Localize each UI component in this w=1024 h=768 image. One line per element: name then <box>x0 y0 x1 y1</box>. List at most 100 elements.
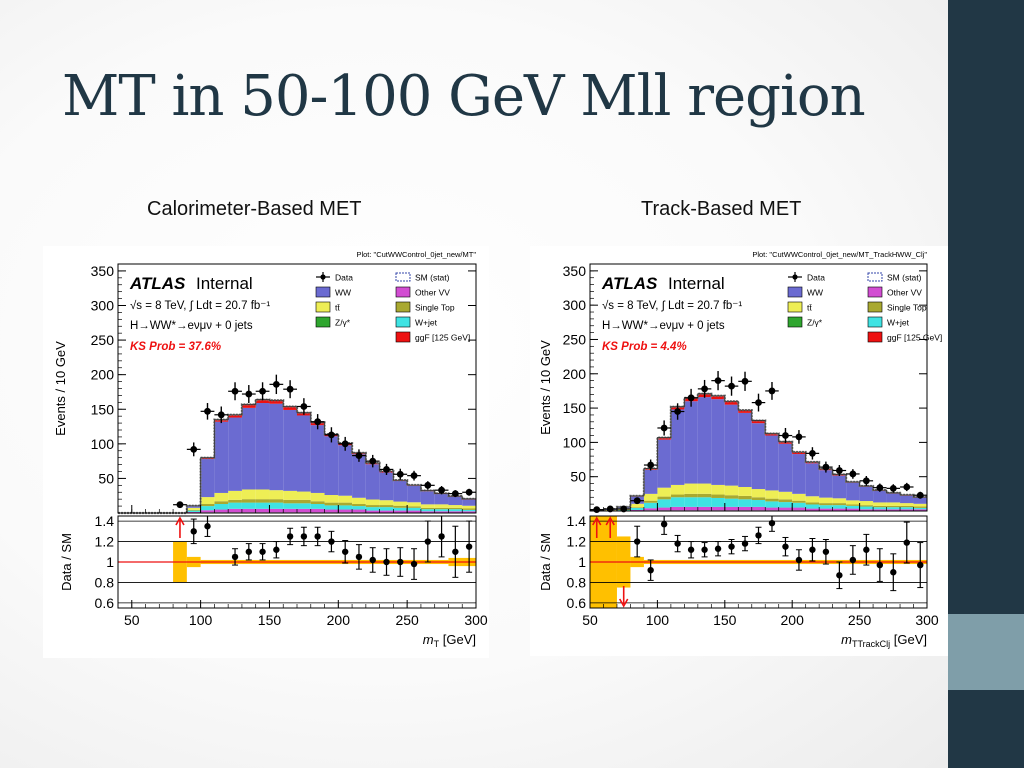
ratio-point <box>687 546 695 553</box>
ratio-point <box>383 558 390 566</box>
stack-bar <box>886 493 901 503</box>
stack-bar <box>214 501 229 505</box>
stack-bar <box>832 475 847 499</box>
ks-prob-label: KS Prob = 37.6% <box>130 341 221 353</box>
ratio-point <box>465 543 473 550</box>
stack-bar <box>873 505 887 508</box>
legend-label: ggF [125 GeV] <box>415 333 470 343</box>
stack-bar <box>846 508 860 511</box>
stack-bar <box>765 507 779 511</box>
x-axis-label: mT [GeV] <box>423 632 476 649</box>
stack-bar <box>283 503 297 509</box>
data-point <box>809 449 816 457</box>
ratio-point <box>741 540 749 547</box>
stack-bar <box>434 504 449 508</box>
atlas-label: ATLAS <box>601 274 658 293</box>
legend-swatch <box>395 272 411 282</box>
ratio-point <box>836 572 843 579</box>
stack-bar <box>886 507 901 510</box>
data-point <box>438 486 445 494</box>
stack-tt <box>590 483 927 512</box>
stack-bar <box>365 507 380 511</box>
stack-bar <box>379 505 394 508</box>
ratio-point <box>410 560 418 568</box>
stack-bar <box>310 501 325 505</box>
stack-bar <box>724 404 739 486</box>
legend-entry: Data <box>316 272 353 283</box>
data-point <box>862 477 870 485</box>
stack-bar <box>324 509 339 513</box>
x-tick-label: 150 <box>713 612 737 628</box>
stack-bar <box>448 505 463 508</box>
ratio-point <box>341 548 349 555</box>
legend-swatch <box>395 301 411 313</box>
stack-bar <box>873 507 887 510</box>
data-point <box>674 408 682 415</box>
stack-bar <box>697 497 712 507</box>
stack-bar <box>738 410 752 413</box>
stack-bar <box>324 495 339 503</box>
ratio-overflow-arrowhead <box>592 516 602 526</box>
stack-bar <box>697 493 712 498</box>
x-axis-label: mTTrackClj [GeV] <box>841 632 927 649</box>
stack-bar <box>228 414 242 418</box>
data-point <box>903 483 911 491</box>
stack-bar <box>913 503 927 507</box>
stack-bar <box>269 508 284 513</box>
stack-bar <box>379 472 394 501</box>
stack-bar <box>393 510 408 513</box>
stack-bar <box>657 499 671 508</box>
stack-bar <box>697 506 712 511</box>
stack-bar <box>448 496 463 506</box>
stack-bar <box>751 497 766 501</box>
ratio-point <box>190 528 197 535</box>
stack-bar <box>352 504 366 507</box>
stack-bar <box>338 495 353 503</box>
stack-bar <box>859 509 874 511</box>
ratio-y-tick-label: 0.8 <box>95 574 115 590</box>
legend-swatch <box>787 316 803 328</box>
ratio-point <box>660 520 668 528</box>
stack-bar <box>819 503 833 506</box>
stack-bar <box>352 509 366 513</box>
stack-bar <box>657 507 671 511</box>
stack-bar <box>738 506 752 511</box>
stack-bar <box>297 503 311 509</box>
stack-bar <box>778 491 793 500</box>
stack-bar <box>832 505 847 509</box>
legend-entry: tt̄ <box>315 301 340 313</box>
data-point <box>355 452 363 459</box>
stack-bar <box>434 511 449 513</box>
stack-bar <box>738 495 752 500</box>
y-tick-label: 100 <box>91 436 115 452</box>
legend-entry: SM (stat) <box>867 272 922 283</box>
legend-label: Other VV <box>887 288 922 298</box>
ratio-y-tick-label: 1.4 <box>567 513 587 529</box>
stack-bar <box>738 486 752 496</box>
stack-bar <box>711 399 725 485</box>
legend-data-marker <box>320 274 326 280</box>
stack-bar <box>241 502 256 509</box>
stack-bar <box>900 503 914 506</box>
stack-bar <box>738 412 752 487</box>
stack-bar <box>765 435 779 491</box>
stack-bar <box>420 507 435 510</box>
stack-bar <box>462 508 476 510</box>
stack-bar <box>462 499 476 506</box>
y-tick-label: 100 <box>563 434 587 450</box>
ratio-point <box>452 548 459 555</box>
data-point <box>190 445 198 453</box>
stack-bar <box>792 507 806 511</box>
stack-bar <box>751 420 766 424</box>
stack-bar <box>724 485 739 496</box>
stack-bar <box>670 484 685 495</box>
stack-bar <box>859 486 874 502</box>
stack-bar <box>900 495 914 504</box>
stack-bar <box>657 437 671 440</box>
stack-bar <box>751 423 766 490</box>
stack-bar <box>200 506 215 511</box>
data-point <box>795 433 803 441</box>
stack-bar <box>241 404 256 408</box>
stack-bar <box>462 505 476 509</box>
stack-bar <box>819 508 833 511</box>
